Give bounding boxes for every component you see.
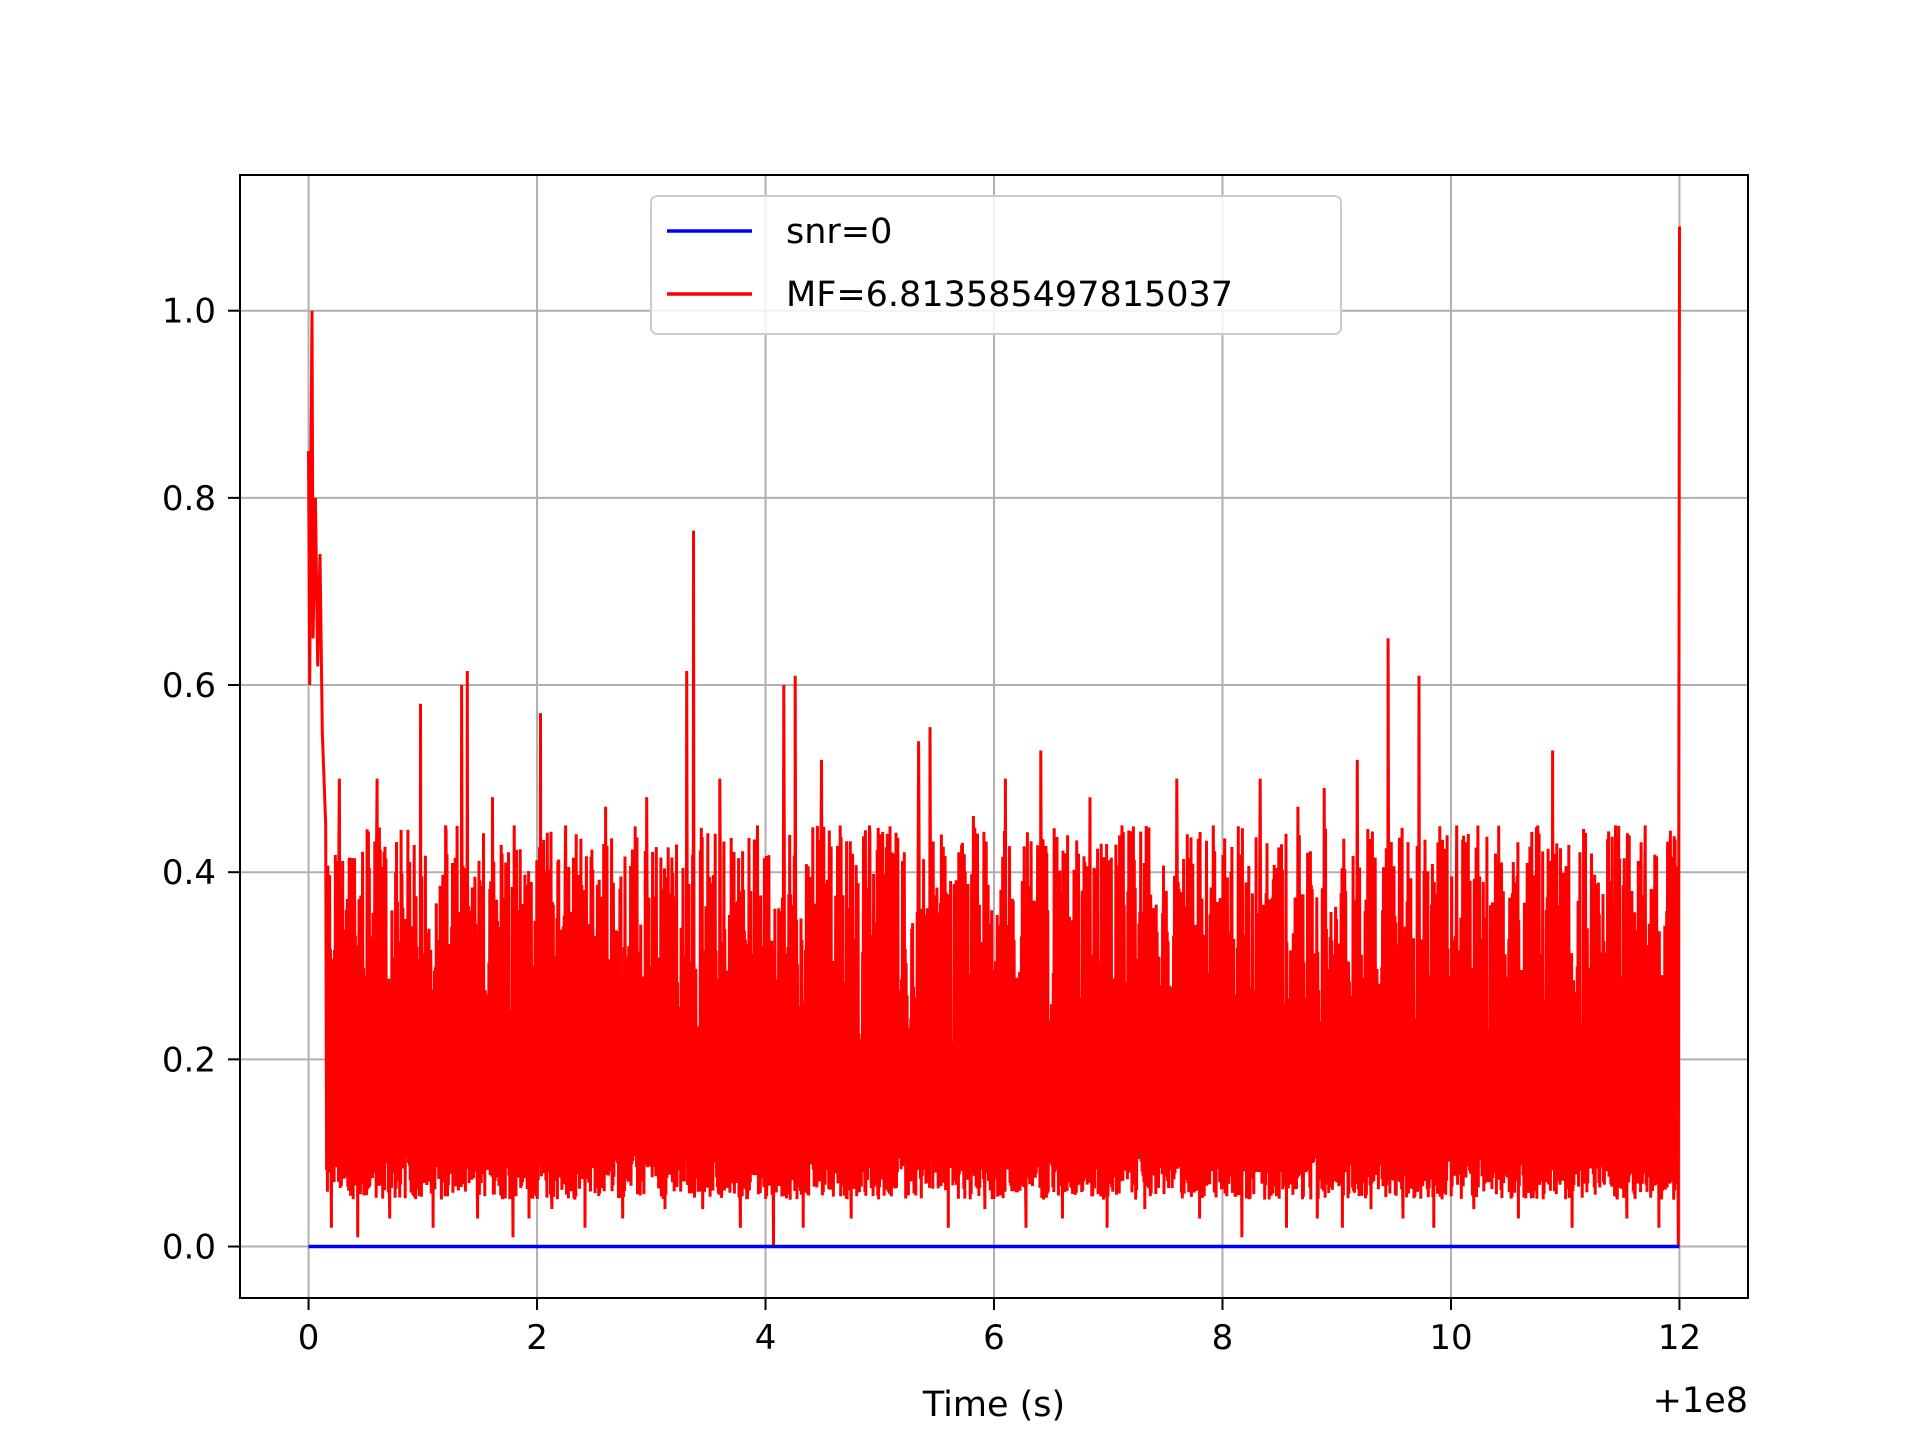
x-tick-label: 0 <box>298 1318 320 1358</box>
axis-ticks: 0 2 4 6 8 10 12 0.0 0.2 0.4 0.6 0.8 1.0 <box>162 292 1701 1358</box>
x-tick-label: 12 <box>1658 1318 1701 1358</box>
x-tick-label: 10 <box>1429 1318 1472 1358</box>
x-tick-label: 8 <box>1212 1318 1234 1358</box>
y-tick-label: 0.0 <box>162 1228 216 1268</box>
y-tick-label: 0.6 <box>162 666 216 706</box>
x-axis-offset-text: +1e8 <box>1653 1381 1748 1421</box>
y-tick-label: 0.2 <box>162 1040 216 1080</box>
x-tick-label: 4 <box>755 1318 777 1358</box>
legend-label-snr: snr=0 <box>786 212 892 252</box>
y-tick-label: 1.0 <box>162 292 216 332</box>
legend-box <box>650 195 1342 335</box>
legend-label-mf: MF=6.813585497815037 <box>786 275 1233 315</box>
x-tick-label: 2 <box>526 1318 548 1358</box>
series-line-mf <box>307 226 1681 1247</box>
plot-lines <box>307 226 1681 1249</box>
y-tick-label: 0.8 <box>162 479 216 519</box>
legend: snr=0 MF=6.813585497815037 <box>650 195 1342 335</box>
y-tick-label: 0.4 <box>162 853 216 893</box>
x-tick-label: 6 <box>983 1318 1005 1358</box>
x-axis-label: Time (s) <box>922 1385 1065 1425</box>
